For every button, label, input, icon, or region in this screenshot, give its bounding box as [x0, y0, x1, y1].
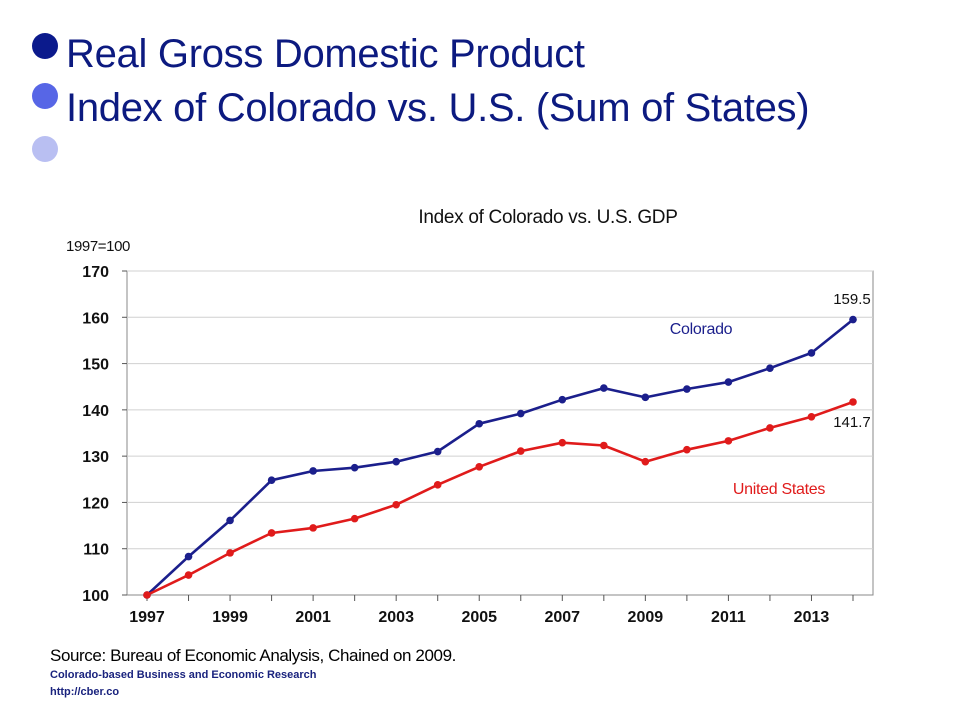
data-point-united-states: [143, 591, 151, 599]
chart-title: Index of Colorado vs. U.S. GDP: [418, 207, 677, 228]
data-point-colorado: [558, 395, 567, 404]
x-tick-label: 2003: [378, 609, 414, 626]
source-note: Source: Bureau of Economic Analysis, Cha…: [50, 646, 456, 665]
data-point-united-states: [766, 424, 774, 432]
data-point-united-states: [433, 481, 442, 489]
data-point-united-states: [641, 457, 650, 466]
data-point-united-states: [475, 462, 484, 471]
data-point-united-states: [226, 549, 234, 557]
data-point-united-states: [849, 398, 857, 406]
data-point-united-states: [267, 529, 276, 537]
y-tick-label: 150: [82, 357, 109, 374]
end-value-label: 141.7: [833, 414, 871, 431]
data-point-colorado: [516, 409, 525, 418]
y-tick-label: 140: [82, 403, 109, 420]
y-tick-label: 120: [82, 495, 109, 512]
data-point-colorado: [600, 384, 608, 392]
x-tick-label: 2001: [295, 609, 331, 626]
data-point-colorado: [641, 393, 650, 402]
data-point-colorado: [226, 516, 234, 525]
end-value-label: 159.5: [833, 291, 871, 308]
data-point-united-states: [392, 500, 400, 509]
data-point-united-states: [516, 447, 525, 455]
data-point-united-states: [309, 524, 317, 532]
data-point-united-states: [683, 445, 691, 454]
x-tick-label: 1999: [212, 609, 248, 626]
data-point-colorado: [724, 378, 733, 386]
y-tick-label: 130: [82, 449, 109, 466]
y-axis-unit-label: 1997=100: [66, 238, 130, 255]
y-tick-label: 160: [82, 310, 109, 327]
data-point-united-states: [184, 571, 193, 579]
data-point-colorado: [184, 552, 193, 561]
x-tick-label: 2007: [544, 609, 580, 626]
data-point-united-states: [558, 438, 567, 447]
data-point-colorado: [392, 457, 400, 466]
slide-title-line-1: Real Gross Domestic Product: [66, 32, 585, 76]
y-tick-label: 100: [82, 588, 109, 605]
x-tick-label: 2011: [711, 609, 746, 626]
series-line-colorado: [146, 318, 854, 596]
data-point-united-states: [600, 441, 608, 450]
data-point-colorado: [433, 447, 442, 456]
data-point-colorado: [683, 385, 691, 393]
slide-title-line-2: Index of Colorado vs. U.S. (Sum of State…: [66, 86, 810, 130]
data-point-united-states: [350, 514, 359, 523]
data-point-colorado: [309, 467, 317, 475]
y-tick-label: 110: [83, 542, 109, 559]
data-point-colorado: [766, 364, 774, 373]
x-tick-label: 2009: [628, 609, 664, 626]
data-point-colorado: [267, 476, 276, 485]
series-label-united-states: United States: [733, 481, 825, 498]
organization-name: Colorado-based Business and Economic Res…: [50, 669, 317, 681]
series-line-united-states: [146, 400, 854, 597]
bullet-2: [32, 83, 58, 109]
organization-link[interactable]: http://cber.co: [50, 686, 120, 698]
series-label-colorado: Colorado: [670, 321, 733, 338]
x-tick-label: 2013: [794, 609, 830, 626]
data-point-colorado: [475, 419, 484, 428]
data-point-united-states: [724, 437, 733, 445]
y-tick-label: 170: [82, 264, 109, 281]
x-tick-label: 2005: [461, 609, 497, 626]
data-point-colorado: [849, 315, 857, 324]
bullet-3: [32, 136, 58, 162]
bullet-1: [32, 33, 58, 59]
plot-area: [126, 270, 874, 596]
data-point-colorado: [807, 349, 816, 357]
x-tick-label: 1997: [129, 609, 165, 626]
data-point-united-states: [807, 413, 816, 421]
data-point-colorado: [350, 463, 359, 472]
